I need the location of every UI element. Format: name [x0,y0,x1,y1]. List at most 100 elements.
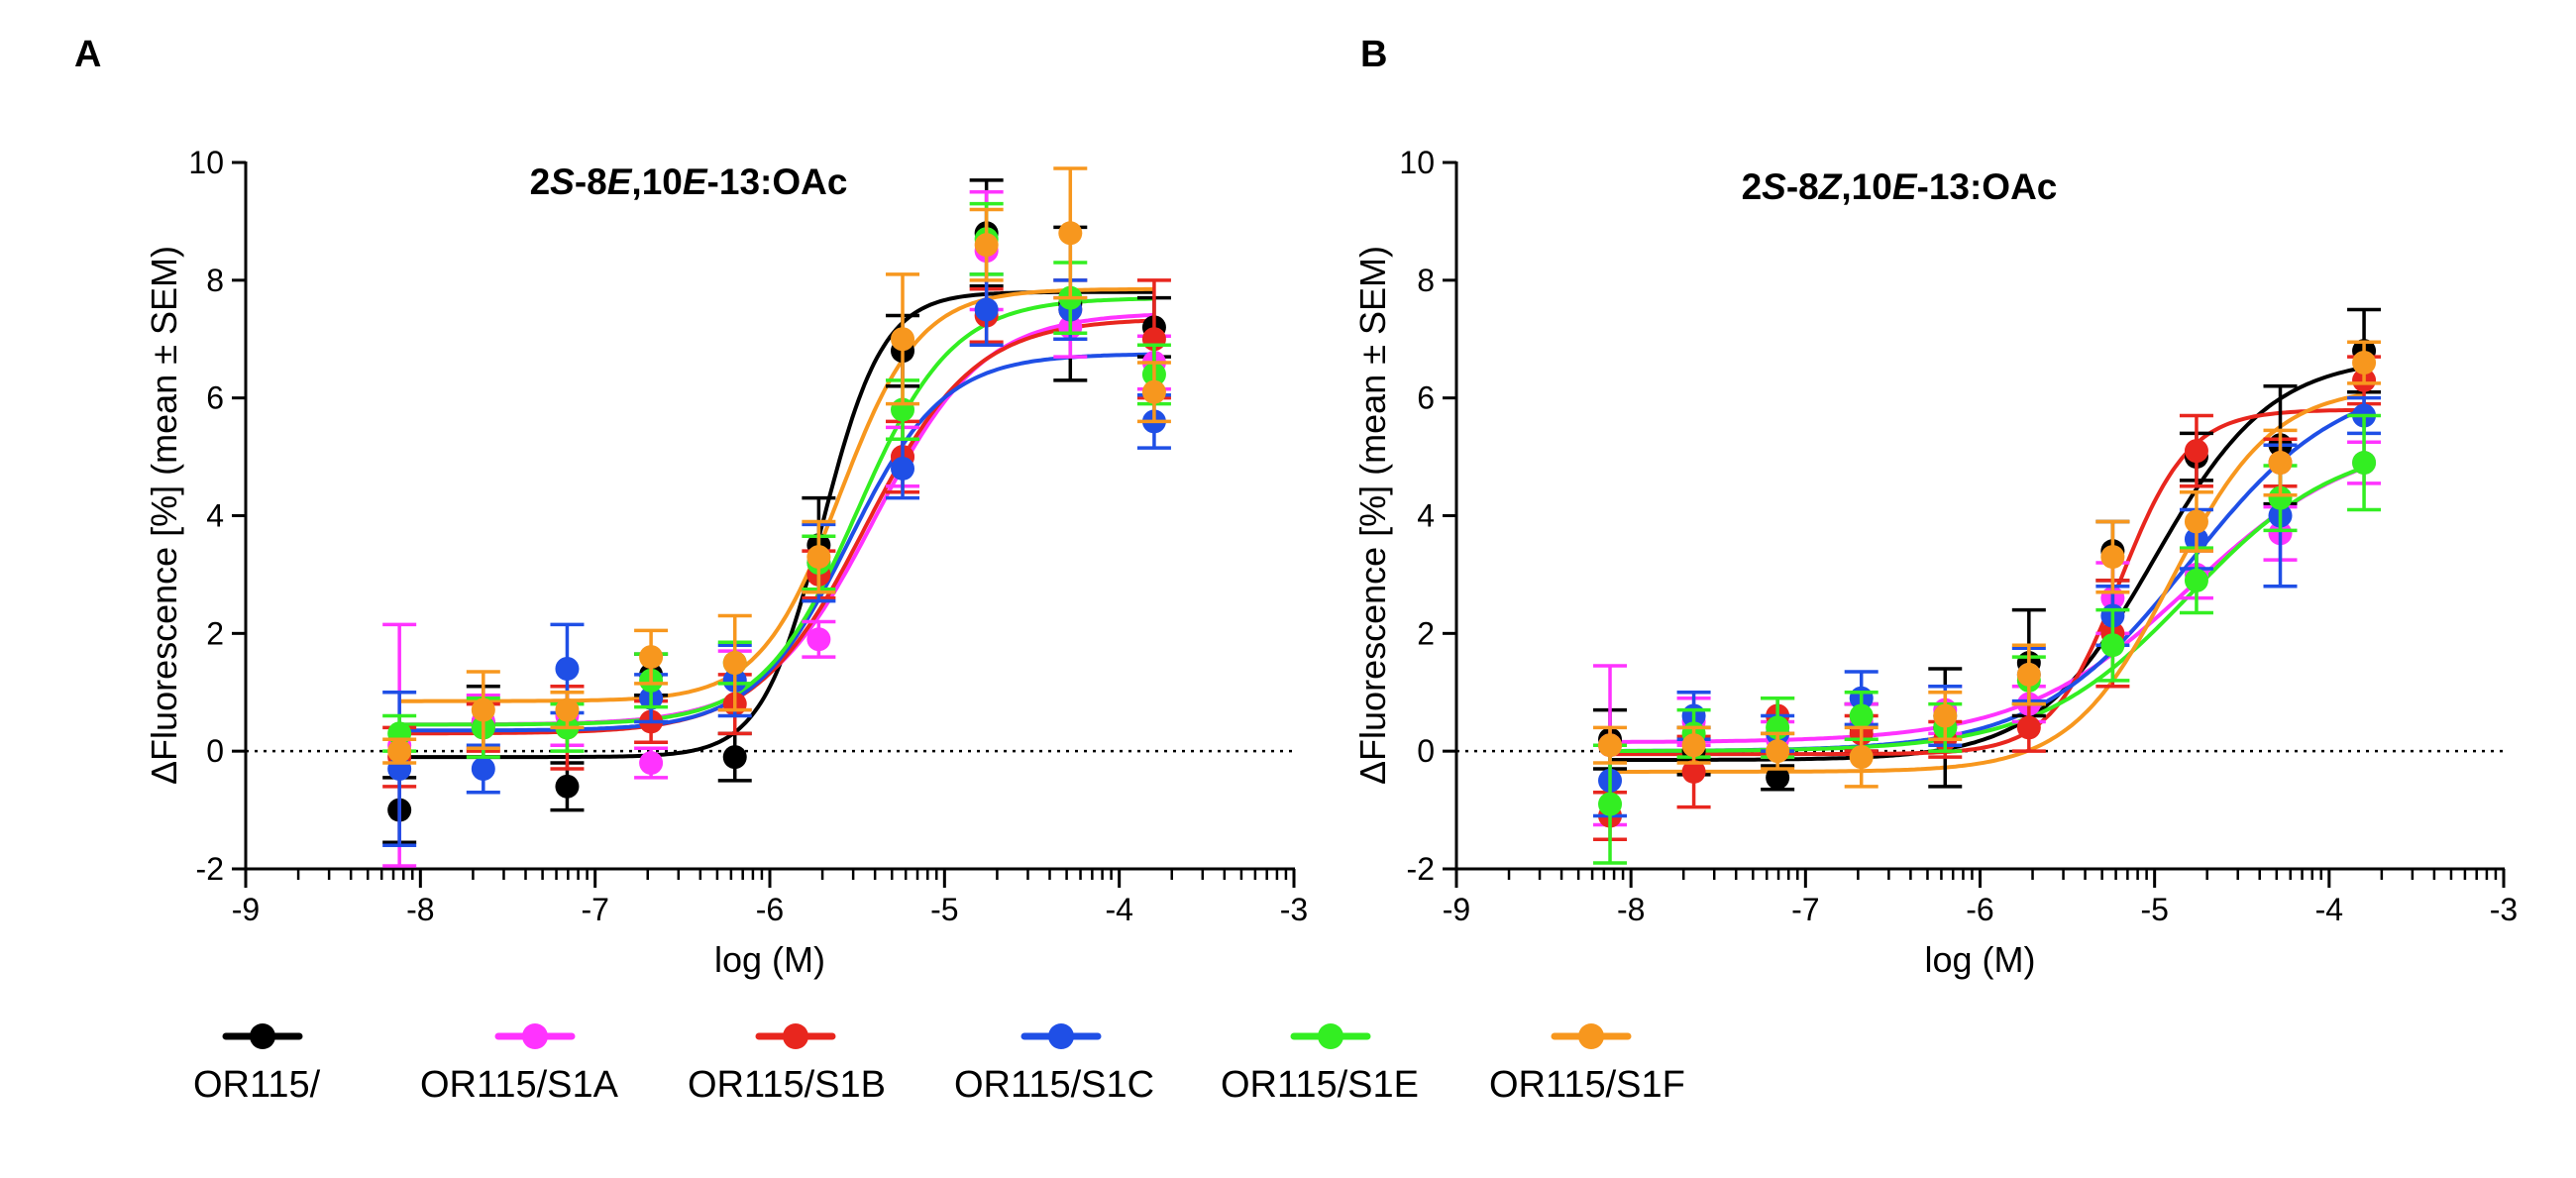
fit-curve-or115-s1b [1610,407,2365,757]
data-point [1681,759,1706,784]
legend-label: OR115/S1E [1221,1064,1419,1106]
data-point [2268,451,2293,476]
x-axis-label: log (M) [714,939,825,980]
data-point [2184,568,2208,592]
fit-curve-or115-s1c [1610,406,2365,753]
series-or115-s1b [1593,355,2382,842]
data-point [1598,792,1623,816]
legend-label: OR115/ [193,1064,321,1106]
x-tick-label: -5 [930,892,958,927]
legend-item-or115-s1b: OR115/S1B [688,1023,886,1106]
x-axis-label: log (M) [1924,939,2035,980]
legend-item-or115-s1f: OR115/S1F [1489,1023,1685,1106]
x-tick-label: -8 [406,892,434,927]
series-or115-s1a [1593,440,2382,827]
y-tick-label: 8 [206,263,224,298]
series-or115-s1b [382,278,1171,789]
y-tick-label: 2 [1417,615,1435,651]
data-point [471,697,495,722]
x-tick-label: -3 [1280,892,1308,927]
fit-curve-or115-s1b [399,318,1154,736]
y-tick-label: 6 [206,380,224,416]
data-point [555,656,580,681]
data-point [2100,633,2125,658]
legend-label: OR115/S1B [688,1064,886,1106]
chart-title: 2S-8Z,10E-13:OAc [1742,166,2058,207]
chart-title-part: E [607,161,633,202]
chart-title-part: -8 [575,161,607,202]
data-point [2184,509,2208,534]
data-point [2100,545,2125,570]
data-point [555,774,580,799]
x-tick-label: -9 [1443,892,1470,927]
series-or115-s1e [1593,413,2382,865]
fit-curves [399,286,1154,760]
fit-curves [1610,366,2365,774]
data-point [639,751,664,776]
data-point [722,651,747,676]
y-tick-label: 4 [1417,498,1435,534]
legend-item-or115-s1e: OR115/S1E [1221,1023,1419,1106]
y-tick-label: 8 [1417,263,1435,298]
data-point [1933,703,1958,728]
chart-title-part: 2 [1742,166,1763,207]
data-point [1766,739,1790,764]
fit-curve-or115-s1f [1610,392,2365,774]
y-axis-label: ΔFluorescence [%] (mean ± SEM) [144,246,184,785]
data-point [387,739,412,764]
x-tick-label: -3 [2490,892,2518,927]
x-tick-label: -7 [581,892,608,927]
y-tick-label: 0 [1417,733,1435,769]
data-point [1849,745,1874,770]
fit-curve-or115-s1f [399,286,1154,703]
panel-letter-a: A [74,34,101,75]
chart-title-part: E [1892,166,1918,207]
x-tick-label: -7 [1791,892,1819,927]
chart-title-part: 2 [530,161,551,202]
y-tick-label: -2 [1407,851,1435,887]
data-point [639,645,664,670]
panel-letter-b: B [1360,34,1387,75]
data-point [891,456,915,481]
data-point [974,233,999,258]
chart-title-part: -8 [1786,166,1819,207]
fit-curve-or115-s1e [1610,466,2365,753]
chart-title-part: S [1762,166,1786,207]
y-tick-label: -2 [196,851,224,887]
data-point [1766,765,1790,790]
x-tick-label: -9 [232,892,260,927]
data-point [722,745,747,770]
legend-swatch-marker [1318,1023,1343,1049]
chart-title-part: ,10 [631,161,682,202]
legend-item-or115: OR115/ [193,1023,321,1106]
chart-title-part: E [683,161,708,202]
series-or115-s1f [1593,340,2382,789]
data-point [1141,379,1166,404]
chart-title-part: ,10 [1841,166,1891,207]
fit-curve-or115-s1e [399,296,1154,727]
y-tick-label: 4 [206,498,224,534]
legend-swatch-marker [783,1023,808,1049]
chart-title-part: -13:OAc [1917,166,2058,207]
legend-label: OR115/S1A [420,1064,619,1106]
legend: OR115/OR115/S1A OR115/S1B OR115/S1C OR115/S… [193,1023,1685,1106]
y-tick-label: 10 [188,145,224,180]
x-tick-label: -4 [2315,892,2343,927]
legend-item-or115-s1a: OR115/S1A [420,1023,619,1106]
data-point [2268,485,2293,510]
y-tick-label: 0 [206,733,224,769]
data-point [555,697,580,722]
fit-curve-or115 [1610,366,2365,762]
data-point [1058,221,1083,246]
data-point [1681,733,1706,758]
series-or115 [382,178,1171,845]
data-point [2184,439,2208,464]
data-point [1598,733,1623,758]
data-point [2352,351,2377,375]
legend-swatch-marker [1048,1023,1074,1049]
series-or115-s1f [382,166,1171,765]
data-point [2352,451,2377,476]
legend-label: OR115/S1F [1489,1064,1685,1106]
